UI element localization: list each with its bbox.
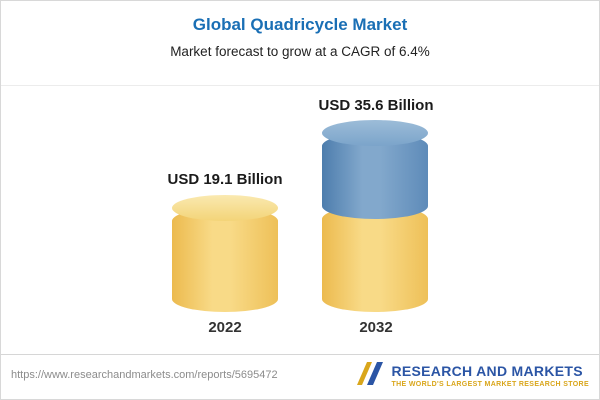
logo-tagline-text: THE WORLD'S LARGEST MARKET RESEARCH STOR… [391,381,589,389]
logo-text-block: RESEARCH AND MARKETS THE WORLD'S LARGEST… [391,363,589,389]
logo-mark-icon [356,359,384,392]
category-label-2032: 2032 [359,319,393,336]
logo-name-text: RESEARCH AND MARKETS [391,362,583,379]
value-label-2022: USD 19.1 Billion [167,171,283,188]
bar-2032-growth-segment [322,133,428,219]
category-label-2022: 2022 [208,319,242,336]
bar-2032-base-segment [322,206,428,312]
value-label-2032: USD 35.6 Billion [318,97,434,114]
header-divider [1,85,599,86]
research-and-markets-logo: RESEARCH AND MARKETS THE WORLD'S LARGEST… [356,359,589,392]
footer-divider [1,354,599,355]
bar-2022-cylinder-top [172,195,278,221]
bar-2022-cylinder-body [172,208,278,312]
bar-2032-cylinder-top [322,120,428,146]
page-title: Global Quadricycle Market [192,15,408,34]
page-subtitle: Market forecast to grow at a CAGR of 6.4… [170,44,430,59]
report-url-link[interactable]: https://www.researchandmarkets.com/repor… [11,369,278,381]
